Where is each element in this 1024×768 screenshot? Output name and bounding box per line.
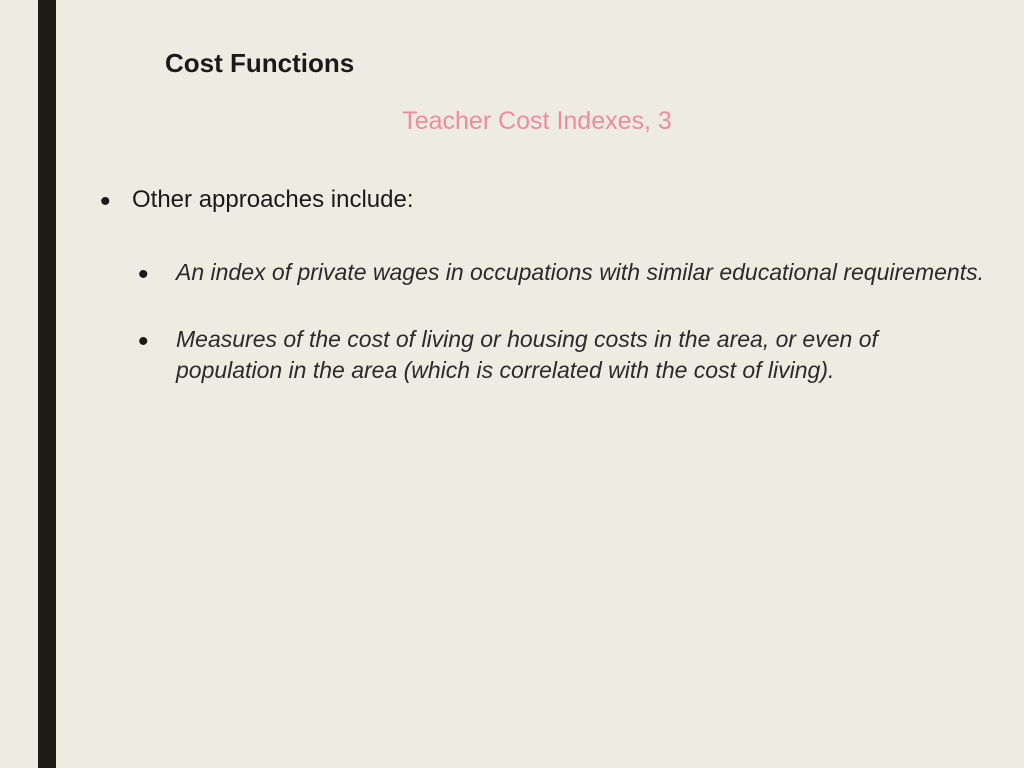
sub-bullet-item: Measures of the cost of living or housin… [132, 324, 984, 386]
sub-bullet-text: Measures of the cost of living or housin… [176, 326, 878, 383]
sub-bullet-text: An index of private wages in occupations… [176, 259, 984, 285]
slide-content: Cost Functions Teacher Cost Indexes, 3 O… [90, 48, 984, 426]
bullet-item: Other approaches include: An index of pr… [90, 184, 984, 386]
sub-bullet-list: An index of private wages in occupations… [132, 257, 984, 386]
bullet-list: Other approaches include: An index of pr… [90, 184, 984, 386]
slide-subtitle: Teacher Cost Indexes, 3 [90, 107, 984, 136]
accent-bar [38, 0, 56, 768]
slide-title: Cost Functions [165, 48, 984, 79]
sub-bullet-item: An index of private wages in occupations… [132, 257, 984, 288]
bullet-text: Other approaches include: [132, 186, 414, 213]
